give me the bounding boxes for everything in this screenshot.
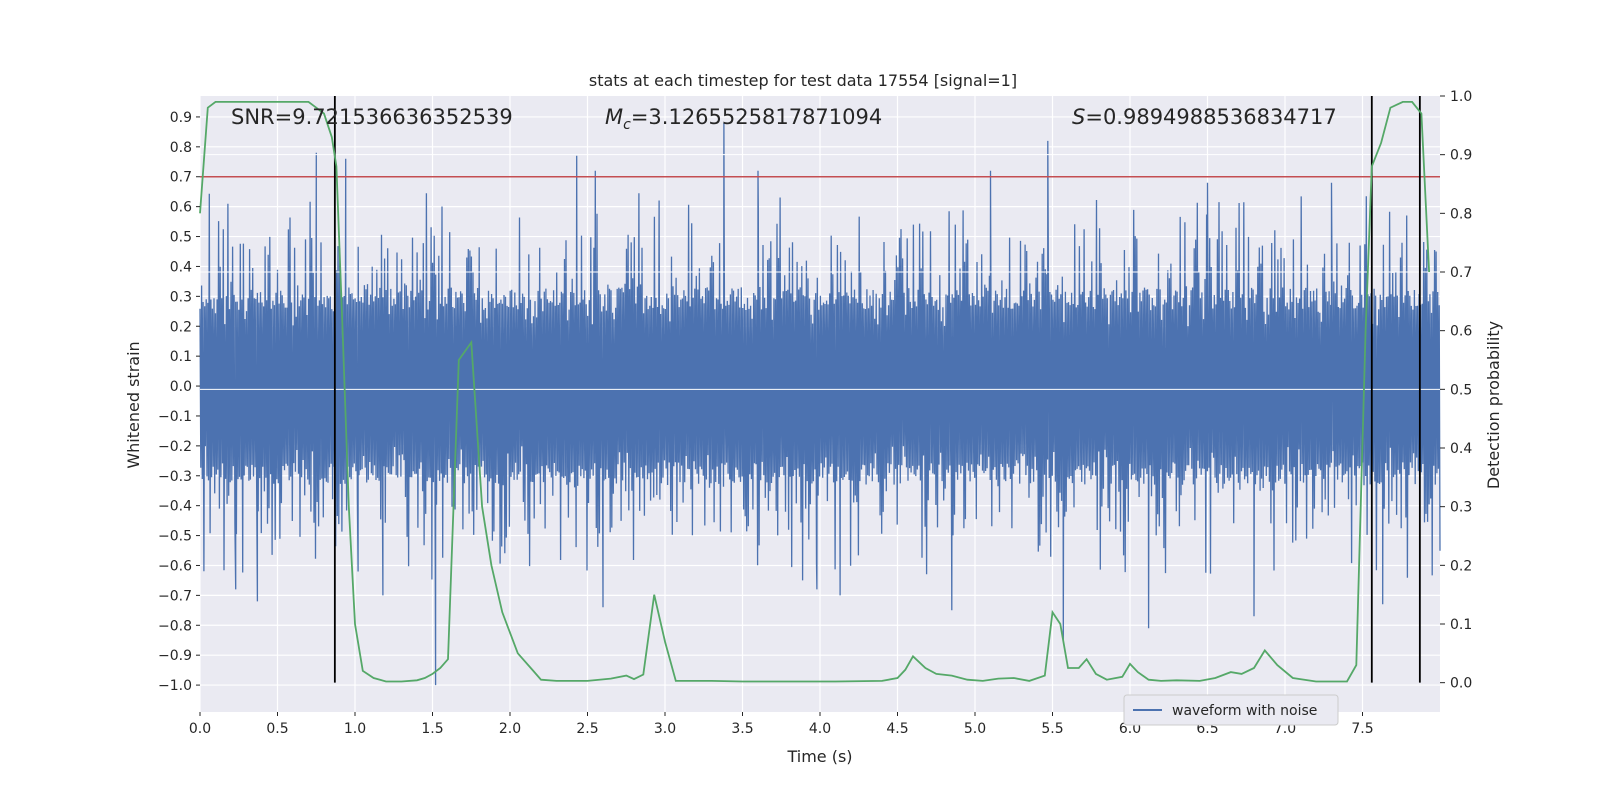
- y-left-tick-label: −0.4: [158, 499, 192, 515]
- x-tick-label: 1.5: [421, 721, 443, 737]
- waveform-series: [199, 122, 1441, 686]
- chirp-mass-annotation: Mc=3.1265525817871094: [605, 105, 882, 133]
- y-right-tick-label: 0.6: [1450, 324, 1472, 340]
- x-tick-label: 0.0: [189, 721, 211, 737]
- x-tick-label: 5.5: [1041, 721, 1063, 737]
- y-left-tick-label: −0.3: [158, 469, 192, 485]
- x-tick-label: 7.5: [1351, 721, 1373, 737]
- y-right-tick-label: 0.1: [1450, 617, 1472, 633]
- s-symbol: S: [1072, 105, 1085, 129]
- y-left-tick-label: −0.8: [158, 618, 192, 634]
- s-value: =0.9894988536834717: [1085, 105, 1336, 129]
- x-tick-label: 2.5: [576, 721, 598, 737]
- overlay-grid-lines: [200, 36, 1440, 390]
- x-axis-label: Time (s): [786, 747, 852, 766]
- y-left-tick-label: 0.3: [170, 289, 192, 305]
- y-right-tick-label: 0.0: [1450, 676, 1472, 692]
- y-right-tick-label: 0.9: [1450, 148, 1472, 164]
- x-tick-label: 3.0: [654, 721, 676, 737]
- x-tick-label: 4.5: [886, 721, 908, 737]
- x-tick-label: 5.0: [964, 721, 986, 737]
- x-tick-label: 2.0: [499, 721, 521, 737]
- y-left-tick-label: −0.1: [158, 409, 192, 425]
- legend-label: waveform with noise: [1172, 703, 1317, 719]
- y-left-tick-label: −0.7: [158, 588, 192, 604]
- y-left-tick-label: 0.7: [170, 170, 192, 186]
- chirp-mass-subscript: c: [623, 117, 631, 133]
- y-left-tick-label: −0.5: [158, 529, 192, 545]
- y-left-tick-label: −0.2: [158, 439, 192, 455]
- y-right-tick-label: 0.5: [1450, 382, 1472, 398]
- y-left-tick-label: −1.0: [158, 678, 192, 694]
- y-right-tick-label: 0.8: [1450, 206, 1472, 222]
- snr-annotation: SNR=9.721536636352539: [231, 105, 513, 129]
- y-left-tick-label: 0.9: [170, 110, 192, 126]
- chart-title: stats at each timestep for test data 175…: [589, 71, 1017, 90]
- y-axis-right-label: Detection probability: [1484, 321, 1503, 489]
- y-right-tick-label: 0.4: [1450, 441, 1472, 457]
- x-tick-label: 4.0: [809, 721, 831, 737]
- legend-box: [1123, 694, 1339, 726]
- x-tick-label: 3.5: [731, 721, 753, 737]
- y-axis-left-label: Whitened strain: [124, 341, 143, 468]
- y-axis-left-ticks: −1.0 −0.9 −0.8 −0.7 −0.6 −0.5 −0.4 −0.3 −0.2 −0.1…: [158, 110, 200, 694]
- legend: waveform with noise: [1123, 694, 1339, 726]
- y-left-tick-label: 0.4: [170, 259, 192, 275]
- waveform-line: [199, 122, 1441, 686]
- s-annotation: S=0.9894988536834717: [1072, 105, 1337, 129]
- y-left-tick-label: 0.0: [170, 379, 192, 395]
- y-left-tick-label: −0.6: [158, 558, 192, 574]
- y-right-tick-label: 0.2: [1450, 558, 1472, 574]
- y-left-tick-label: 0.5: [170, 230, 192, 246]
- detection-probability-line: [199, 101, 1430, 683]
- vertical-marker-lines: [333, 96, 1421, 683]
- y-left-tick-label: 0.6: [170, 200, 192, 216]
- y-left-tick-label: 0.2: [170, 319, 192, 335]
- y-right-tick-label: 0.3: [1450, 500, 1472, 516]
- chirp-mass-symbol: M: [605, 105, 623, 129]
- x-tick-label: 0.5: [266, 721, 288, 737]
- x-axis-ticks: 0.0 0.5 1.0 1.5 2.0 2.5 3.0 3.5 4.0 4.5 5.0 5.5 6.0 6…: [189, 712, 1374, 737]
- y-right-tick-label: 0.7: [1450, 265, 1472, 281]
- y-right-tick-label: 1.0: [1450, 89, 1472, 105]
- y-left-tick-label: 0.1: [170, 349, 192, 365]
- x-tick-label: 1.0: [344, 721, 366, 737]
- chirp-mass-value: =3.1265525817871094: [631, 105, 882, 129]
- y-axis-right-ticks: 0.0 0.1 0.2 0.3 0.4 0.5 0.6 0.7 0.8 0.9 1.0: [1440, 89, 1472, 692]
- y-left-tick-label: 0.8: [170, 140, 192, 156]
- y-left-tick-label: −0.9: [158, 648, 192, 664]
